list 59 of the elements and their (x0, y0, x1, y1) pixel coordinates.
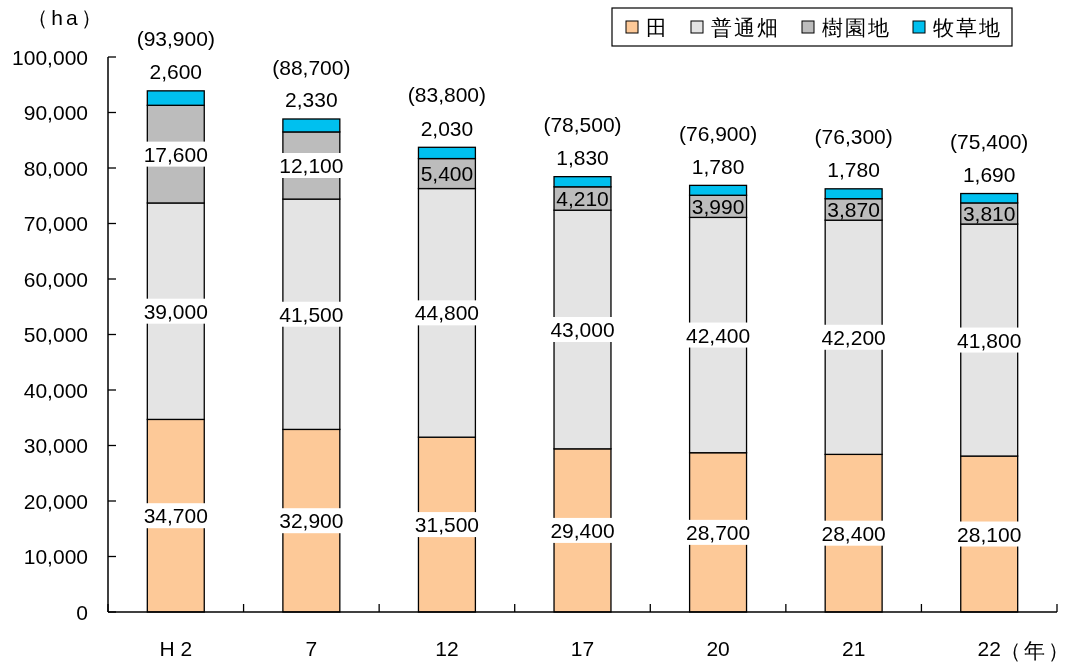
data-label: 5,400 (420, 162, 474, 186)
data-label: 1,780 (691, 154, 745, 178)
data-label: 17,600 (143, 142, 208, 166)
annotation: (76,900) (678, 121, 758, 145)
data-label: 31,500 (414, 513, 480, 537)
x-tick-label: 7 (305, 636, 318, 660)
data-label: 28,400 (821, 521, 886, 545)
data-label: 1,780 (827, 158, 880, 182)
x-tick-label: H 2 (159, 636, 193, 660)
data-label: 1,690 (962, 163, 1016, 187)
data-label: 41,800 (957, 328, 1022, 352)
data-label: 2,600 (149, 60, 203, 84)
annotation: (83,800) (407, 83, 487, 107)
data-label: 12,100 (279, 154, 344, 177)
data-label: 3,870 (827, 197, 880, 221)
data-label: 44,800 (414, 301, 480, 325)
data-label: 41,500 (279, 302, 344, 326)
data-label: 42,400 (685, 323, 751, 347)
annotation: (75,400) (950, 130, 1029, 154)
y-tick-label: 30,000 (23, 434, 88, 457)
data-label: 42,200 (821, 325, 886, 349)
legend-label: 普通畑 (711, 15, 780, 39)
annotation: (78,500) (543, 112, 622, 136)
y-tick-label: 0 (76, 600, 88, 624)
annotation: (93,900) (136, 27, 215, 51)
legend-label: 牧草地 (933, 15, 1002, 39)
x-tick-label: 20 (706, 636, 730, 660)
x-tick-label: 22 (977, 636, 1001, 660)
y-tick-label: 70,000 (23, 212, 88, 235)
data-label: 3,810 (962, 201, 1016, 225)
x-tick-label: 21 (841, 636, 866, 660)
y-tick-label: 40,000 (23, 378, 88, 402)
y-tick-label: 20,000 (23, 489, 88, 513)
annotation: (88,700) (272, 56, 351, 80)
y-tick-label: 60,000 (23, 267, 88, 291)
data-label: 1,830 (556, 146, 609, 170)
data-label: 29,400 (550, 518, 615, 542)
legend-label: 田 (646, 15, 669, 39)
data-label: 32,900 (279, 509, 344, 533)
annotation: (76,300) (814, 125, 893, 149)
x-tick-label: 17 (570, 636, 595, 660)
data-label: 3,990 (691, 194, 745, 218)
y-tick-label: 90,000 (23, 101, 88, 124)
data-label: 39,000 (143, 299, 208, 323)
data-label: 43,000 (550, 318, 615, 342)
data-label: 28,100 (957, 522, 1022, 546)
y-tick-label: 100,000 (12, 45, 88, 69)
data-label: 4,210 (556, 187, 609, 210)
y-axis-title: （ha） (27, 5, 105, 29)
data-label: 2,030 (420, 116, 474, 140)
legend-label: 樹園地 (822, 15, 891, 39)
data-label: 34,700 (143, 504, 208, 528)
y-tick-label: 80,000 (23, 156, 88, 180)
y-tick-label: 10,000 (23, 545, 88, 568)
data-label: 28,700 (685, 520, 751, 544)
data-label: 2,330 (285, 88, 338, 112)
x-tick-label: 12 (435, 636, 459, 660)
x-axis-title: （年） (1000, 638, 1072, 662)
y-tick-label: 50,000 (23, 323, 88, 346)
